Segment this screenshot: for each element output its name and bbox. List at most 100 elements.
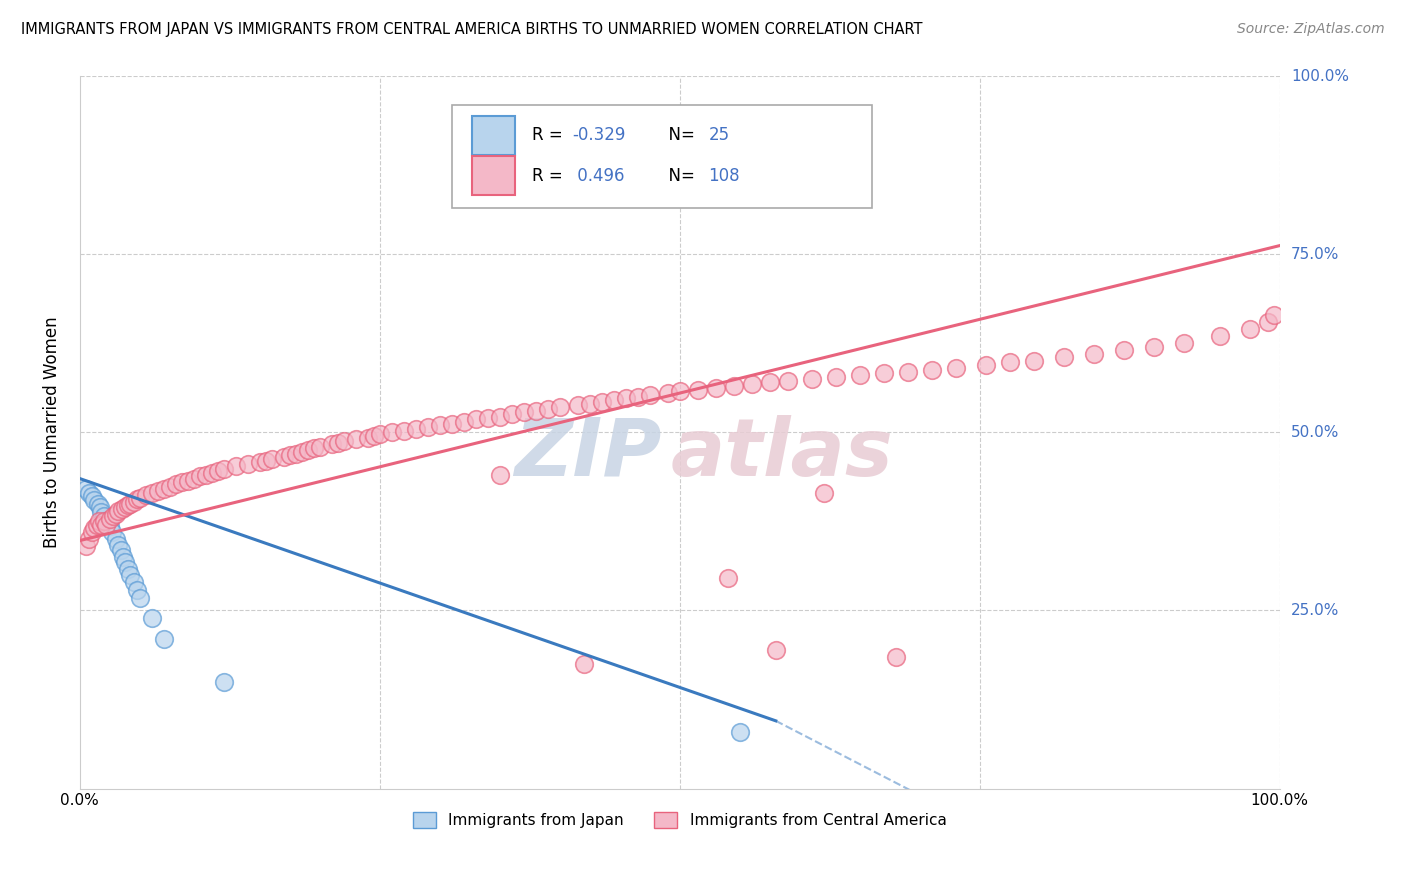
Point <box>704 381 727 395</box>
FancyBboxPatch shape <box>472 116 516 154</box>
Point <box>765 642 787 657</box>
Point <box>96 517 118 532</box>
FancyBboxPatch shape <box>451 104 872 208</box>
Point <box>567 398 589 412</box>
Point <box>188 469 211 483</box>
Point <box>201 466 224 480</box>
Point <box>488 468 510 483</box>
Point <box>657 386 679 401</box>
Point <box>87 496 110 510</box>
Point <box>93 514 115 528</box>
Point <box>212 674 235 689</box>
Point <box>800 372 823 386</box>
Text: 75.0%: 75.0% <box>1291 247 1339 261</box>
Point <box>813 486 835 500</box>
Legend: Immigrants from Japan, Immigrants from Central America: Immigrants from Japan, Immigrants from C… <box>406 806 953 834</box>
Point <box>321 437 343 451</box>
Text: R =: R = <box>533 126 568 145</box>
Point <box>728 724 751 739</box>
Point <box>103 509 125 524</box>
Text: atlas: atlas <box>671 415 893 492</box>
Point <box>284 447 307 461</box>
Point <box>79 486 101 500</box>
Text: 50.0%: 50.0% <box>1291 425 1339 440</box>
Point <box>758 376 780 390</box>
Point <box>501 408 523 422</box>
Point <box>921 362 943 376</box>
Point <box>111 502 134 516</box>
Point <box>225 459 247 474</box>
Point <box>254 454 277 468</box>
Text: 0.496: 0.496 <box>572 167 624 185</box>
Point <box>1022 354 1045 368</box>
Point <box>668 384 690 398</box>
Point <box>170 475 193 490</box>
Text: ZIP: ZIP <box>515 415 662 492</box>
Point <box>884 649 907 664</box>
Point <box>357 431 380 445</box>
Point <box>212 462 235 476</box>
Point <box>114 555 136 569</box>
Point <box>83 492 105 507</box>
Text: -0.329: -0.329 <box>572 126 626 145</box>
Point <box>945 361 967 376</box>
Point <box>308 440 330 454</box>
Text: Source: ZipAtlas.com: Source: ZipAtlas.com <box>1237 22 1385 37</box>
Point <box>153 632 176 646</box>
Point <box>524 404 547 418</box>
Point <box>291 445 314 459</box>
Point <box>104 532 127 546</box>
Text: 25.0%: 25.0% <box>1291 603 1339 618</box>
Point <box>83 521 105 535</box>
Point <box>488 409 510 424</box>
Point <box>741 376 763 391</box>
Point <box>153 483 176 497</box>
Point <box>260 452 283 467</box>
Point <box>96 514 118 528</box>
Point <box>453 415 475 429</box>
Point <box>998 355 1021 369</box>
FancyBboxPatch shape <box>472 156 516 195</box>
Point <box>75 483 97 497</box>
Point <box>135 488 157 502</box>
Point <box>183 472 205 486</box>
Text: 108: 108 <box>709 167 740 185</box>
Point <box>86 517 108 532</box>
Point <box>93 509 115 524</box>
Text: IMMIGRANTS FROM JAPAN VS IMMIGRANTS FROM CENTRAL AMERICA BIRTHS TO UNMARRIED WOM: IMMIGRANTS FROM JAPAN VS IMMIGRANTS FROM… <box>21 22 922 37</box>
Point <box>578 397 600 411</box>
Point <box>1112 343 1135 358</box>
Text: R =: R = <box>533 167 568 185</box>
Point <box>90 517 112 532</box>
Point <box>159 480 181 494</box>
Point <box>824 369 846 384</box>
Point <box>80 490 103 504</box>
Point <box>122 574 145 589</box>
Point <box>75 539 97 553</box>
Point <box>128 491 150 505</box>
Point <box>107 538 129 552</box>
Point <box>416 419 439 434</box>
Text: N=: N= <box>658 126 700 145</box>
Text: N=: N= <box>658 167 700 185</box>
Point <box>572 657 595 671</box>
Point <box>603 393 626 408</box>
Point <box>110 542 132 557</box>
Point <box>344 433 367 447</box>
Point <box>117 498 139 512</box>
Point <box>464 412 486 426</box>
Point <box>207 465 229 479</box>
Point <box>1263 308 1285 322</box>
Point <box>141 486 163 500</box>
Point <box>302 441 325 455</box>
Point <box>776 374 799 388</box>
Point <box>1143 340 1166 354</box>
Point <box>122 495 145 509</box>
Point <box>101 524 124 539</box>
Point <box>686 383 709 397</box>
Point <box>368 427 391 442</box>
Point <box>1239 322 1261 336</box>
Point <box>98 512 121 526</box>
Point <box>333 434 356 448</box>
Point <box>79 532 101 546</box>
